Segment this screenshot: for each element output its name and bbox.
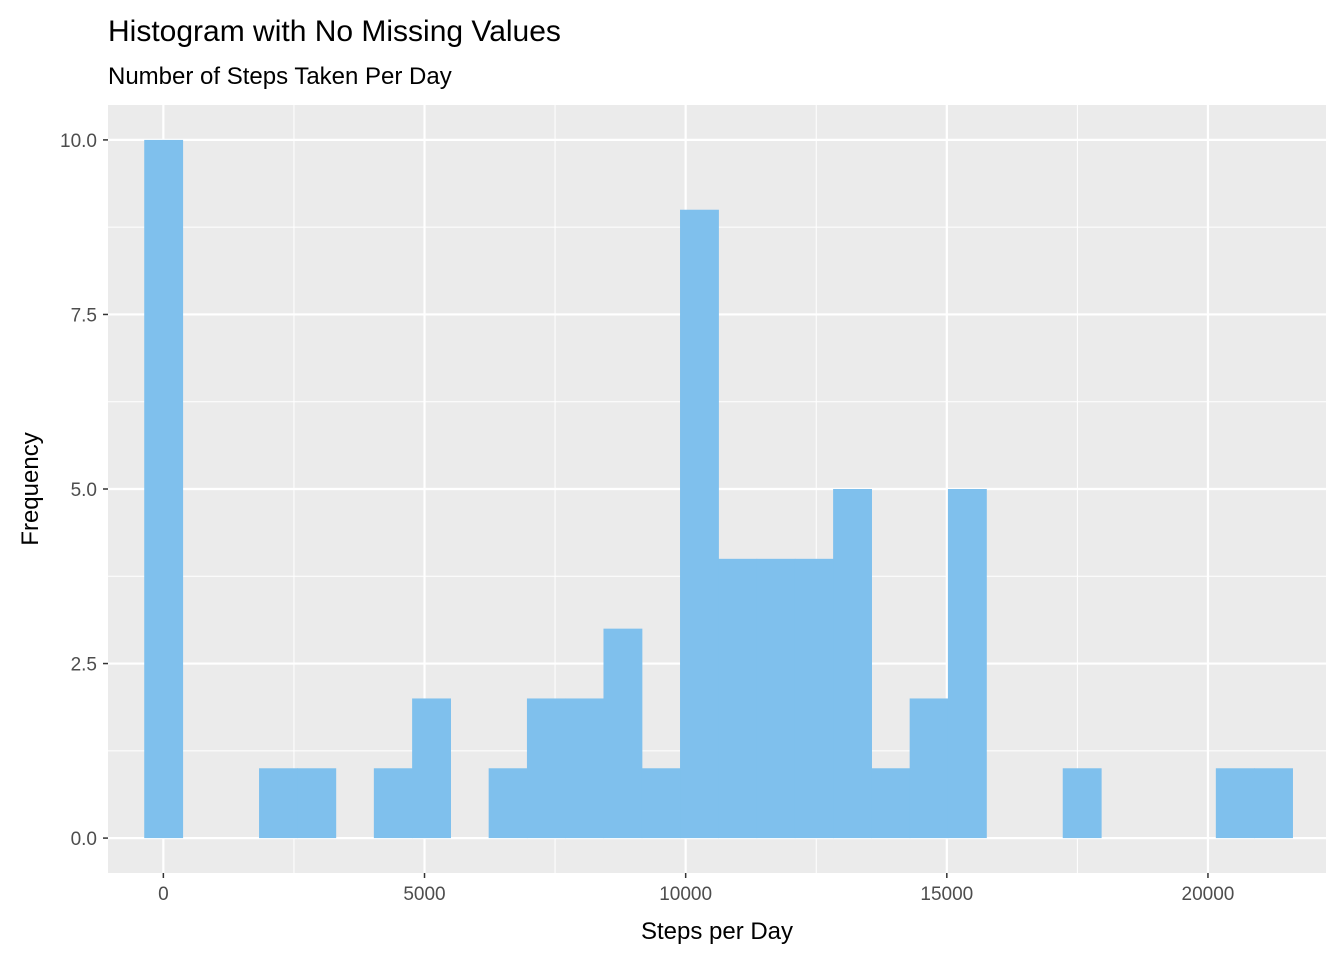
- x-tick-label: 15000: [920, 884, 973, 905]
- histogram-bars: [144, 139, 1293, 839]
- x-axis-title: Steps per Day: [641, 918, 793, 945]
- histogram-bar: [680, 209, 719, 839]
- histogram-bar: [565, 698, 605, 839]
- histogram-bar: [488, 768, 528, 839]
- histogram-bar: [373, 768, 413, 839]
- y-axis: 0.0 2.5 5.0 7.5 10.0: [60, 131, 108, 850]
- chart-title: Histogram with No Missing Values: [108, 15, 561, 48]
- y-tick-label: 7.5: [71, 305, 97, 326]
- y-tick-label: 10.0: [60, 131, 97, 152]
- x-tick-label: 20000: [1182, 884, 1235, 905]
- histogram-bar: [1215, 768, 1255, 839]
- histogram-bar: [833, 489, 872, 839]
- histogram-bar: [794, 558, 834, 839]
- y-tick-label: 2.5: [71, 655, 97, 676]
- x-tick-label: 5000: [403, 884, 445, 905]
- chart-subtitle: Number of Steps Taken Per Day: [108, 63, 452, 90]
- x-tick-label: 10000: [659, 884, 712, 905]
- histogram-bar: [871, 768, 911, 839]
- histogram-bar: [1254, 768, 1293, 839]
- y-tick-label: 0.0: [71, 829, 97, 850]
- histogram-bar: [909, 698, 949, 839]
- histogram-bar: [718, 558, 758, 839]
- x-tick-label: 0: [158, 884, 169, 905]
- histogram-bar: [297, 768, 337, 839]
- y-tick-label: 5.0: [71, 480, 97, 501]
- y-axis-title: Frequency: [17, 432, 44, 545]
- histogram-bar: [144, 139, 184, 839]
- histogram-bar: [947, 489, 987, 839]
- x-axis: 0 5000 10000 15000 20000: [158, 873, 1234, 905]
- histogram-bar: [603, 628, 643, 839]
- histogram-bar: [259, 768, 298, 839]
- histogram-bar: [1062, 768, 1102, 839]
- histogram-bar: [641, 768, 681, 839]
- histogram-bar: [756, 558, 796, 839]
- histogram-bar: [412, 698, 451, 839]
- histogram-bar: [526, 698, 566, 839]
